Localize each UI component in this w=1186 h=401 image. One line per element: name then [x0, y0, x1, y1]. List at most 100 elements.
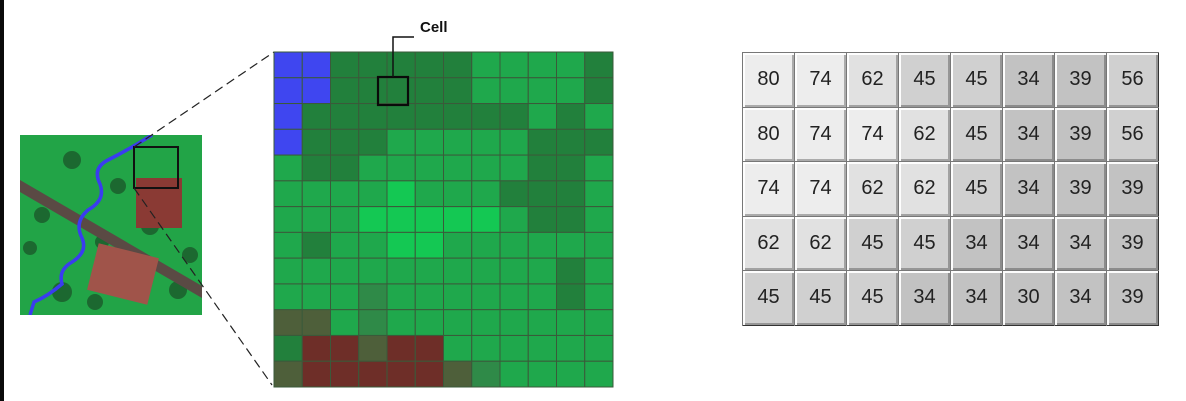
raster-cell-dark	[556, 128, 586, 156]
value-cell: 34	[1054, 270, 1107, 325]
value-cell: 62	[898, 106, 951, 162]
raster-cell-green	[301, 180, 331, 208]
raster-cell-green	[358, 257, 388, 285]
raster-cell-dark	[527, 206, 557, 233]
raster-cell-dark	[584, 128, 614, 156]
raster-cell-olive	[273, 360, 303, 388]
raster-cell-green	[443, 231, 473, 259]
value-cell: 45	[950, 52, 1003, 107]
raster-cell-olive	[358, 334, 388, 362]
value-cell: 45	[898, 215, 951, 271]
raster-cell-green	[499, 231, 529, 259]
raster-cell-green	[386, 128, 416, 156]
raster-cell-green	[358, 231, 388, 259]
raster-cell-bright	[471, 206, 501, 233]
raster-cell-dark	[556, 206, 586, 233]
raster-cell-dark	[358, 103, 388, 130]
raster-cell-dark	[330, 128, 360, 156]
raster-cell-green	[358, 180, 388, 208]
raster-cell-bright	[386, 231, 416, 259]
raster-cell-water	[301, 51, 331, 79]
raster-cell-green	[330, 231, 360, 259]
raster-cell-dark	[556, 103, 586, 130]
raster-cell-green	[471, 231, 501, 259]
value-cell: 62	[742, 215, 795, 271]
raster-cell-green	[471, 283, 501, 311]
value-cell: 45	[950, 161, 1003, 216]
raster-cell-dark	[330, 154, 360, 182]
value-cell: 34	[1002, 215, 1055, 271]
cell-callout-line	[392, 36, 414, 77]
raster-cell-bright	[386, 206, 416, 233]
raster-cell-green	[471, 309, 501, 336]
tree-icon	[182, 247, 198, 263]
raster-cell-green	[499, 51, 529, 79]
tree-icon	[110, 178, 126, 194]
raster-cell-green	[414, 257, 444, 285]
raster-cell-green	[330, 283, 360, 311]
raster-cell-dark	[556, 257, 586, 285]
raster-cell-dark	[584, 51, 614, 79]
value-cell: 45	[742, 270, 795, 325]
value-cell: 74	[794, 106, 847, 162]
raster-cell-dark	[443, 77, 473, 105]
raster-cell-dark	[358, 77, 388, 105]
raster-cell-green	[443, 309, 473, 336]
raster-cell-dark	[414, 103, 444, 130]
value-cell: 34	[950, 270, 1003, 325]
raster-cell-green	[386, 309, 416, 336]
zoom-line-bottom	[133, 187, 273, 386]
raster-cell-dark	[499, 103, 529, 130]
tree-icon	[87, 294, 103, 310]
road	[20, 180, 202, 298]
value-row: 80 74 62 45 45 34 39 56	[742, 52, 1159, 107]
raster-cell-green	[584, 334, 614, 362]
raster-cell-green	[499, 257, 529, 285]
raster-cell-green	[471, 154, 501, 182]
raster-cell-green	[414, 309, 444, 336]
value-cell: 80	[742, 52, 795, 107]
value-cell: 45	[950, 106, 1003, 162]
cell-label: Cell	[420, 19, 448, 36]
value-cell: 56	[1106, 106, 1159, 162]
raster-cell-bright	[414, 206, 444, 233]
raster-cell-mid	[471, 360, 501, 388]
raster-cell-dark	[358, 51, 388, 79]
raster-cell-dark	[499, 180, 529, 208]
raster-cell-dark	[301, 154, 331, 182]
raster-cell-green	[471, 257, 501, 285]
raster-cell-green	[527, 283, 557, 311]
raster-cell-green	[301, 257, 331, 285]
raster-cell-dark	[527, 154, 557, 182]
raster-cell-green	[584, 231, 614, 259]
raster-cell-green	[443, 257, 473, 285]
raster-cell-green	[330, 309, 360, 336]
raster-cell-brown	[330, 334, 360, 362]
value-cell: 34	[1054, 215, 1107, 271]
raster-cell-green	[556, 77, 586, 105]
raster-cell-dark	[556, 180, 586, 208]
raster-cell-green	[527, 231, 557, 259]
raster-cell-dark	[443, 51, 473, 79]
raster-cell-green	[471, 77, 501, 105]
raster-cell-dark	[330, 103, 360, 130]
value-cell: 39	[1106, 270, 1159, 325]
raster-cell-green	[584, 283, 614, 311]
raster-cell-green	[414, 180, 444, 208]
raster-cell-brown	[301, 334, 331, 362]
zoom-selection-box	[133, 146, 179, 189]
raster-cell-green	[273, 206, 303, 233]
raster-cell-green	[527, 257, 557, 285]
raster-cell-dark	[527, 180, 557, 208]
raster-cell-olive	[301, 309, 331, 336]
raster-cell-green	[273, 154, 303, 182]
raster-cell-green	[499, 360, 529, 388]
value-cell: 74	[846, 106, 899, 162]
raster-cell-green	[499, 283, 529, 311]
value-cell: 34	[1002, 52, 1055, 107]
river	[28, 135, 153, 315]
house-building	[136, 178, 182, 228]
raster-cell-green	[584, 309, 614, 336]
raster-cell-dark	[584, 77, 614, 105]
value-cell: 62	[794, 215, 847, 271]
